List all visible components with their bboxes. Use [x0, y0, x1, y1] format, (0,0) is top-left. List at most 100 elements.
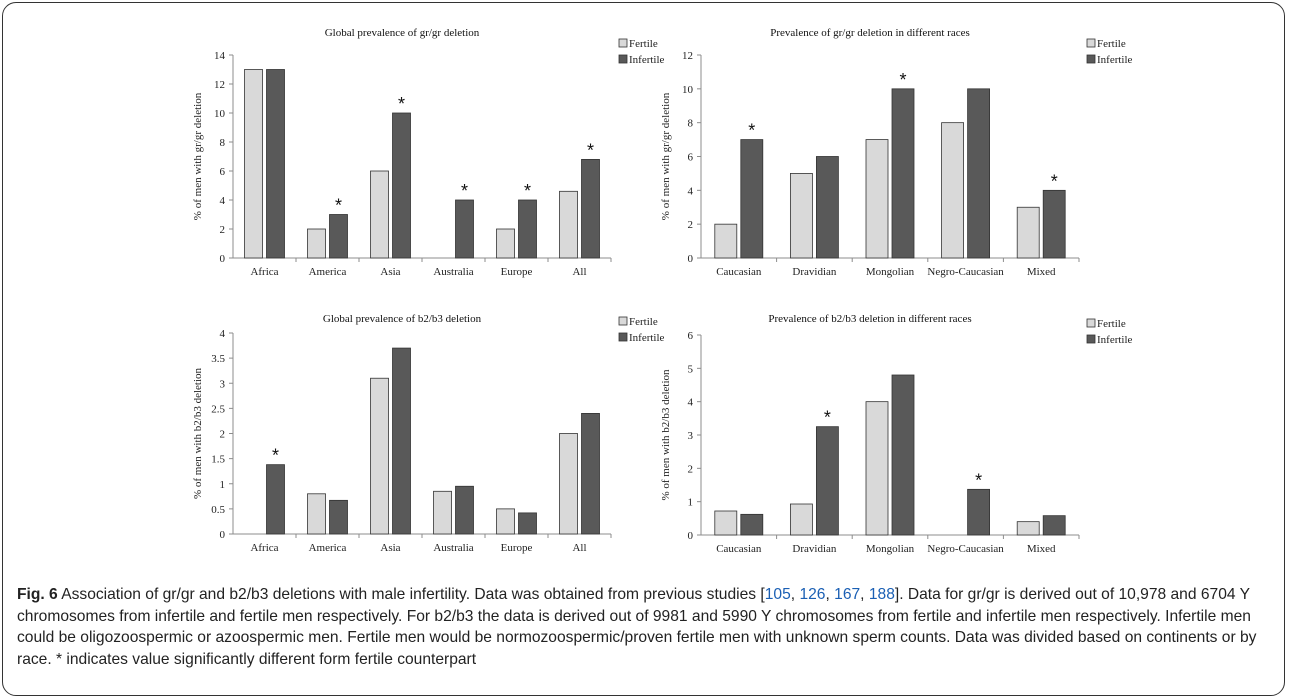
x-tick-label: Negro-Caucasian	[927, 266, 1004, 278]
figure-caption: Fig. 6 Association of gr/gr and b2/b3 de…	[17, 586, 1257, 668]
y-tick-label: 8	[688, 118, 694, 130]
bar-infertile	[967, 488, 991, 536]
y-tick-label: 14	[214, 50, 226, 62]
bar-fertile	[370, 170, 389, 259]
y-tick-label: 1	[220, 479, 226, 491]
significance-marker: *	[748, 121, 755, 141]
bar-fertile	[496, 508, 515, 535]
significance-marker: *	[524, 181, 531, 201]
caption-ref-link[interactable]: 126	[799, 586, 826, 603]
y-tick-label: 3.5	[211, 353, 225, 365]
legend-swatch	[1086, 318, 1096, 328]
legend-label: Infertile	[629, 332, 665, 344]
significance-marker: *	[335, 196, 342, 216]
x-tick-label: Mixed	[1027, 266, 1056, 278]
caption-text-end: ]. Data for gr/gr is derived out of 10,9…	[17, 586, 1257, 668]
chart-global-gr-gr: Global prevalence of gr/gr deletion 0 2 4 6 8…	[192, 27, 665, 278]
legend-label: Infertile	[629, 54, 665, 66]
y-tick-label: 0	[220, 253, 226, 265]
bar-fertile	[433, 490, 452, 535]
chart-title: Global prevalence of gr/gr deletion	[325, 27, 480, 39]
y-tick-label: 0	[220, 529, 226, 541]
bar-infertile	[581, 158, 600, 259]
significance-marker: *	[272, 446, 279, 466]
bar-fertile	[865, 401, 889, 536]
y-axis-label: % of men with b2/b3 deletion	[660, 369, 672, 501]
legend-label: Infertile	[1097, 334, 1133, 346]
bar-fertile	[307, 228, 326, 259]
legend-label: Fertile	[1097, 38, 1126, 50]
y-tick-label: 0.5	[211, 504, 225, 516]
bar-infertile	[392, 112, 411, 259]
bar-fertile	[714, 223, 738, 259]
y-tick-label: 12	[682, 50, 693, 62]
bar-infertile	[891, 88, 915, 259]
bar-infertile	[455, 485, 474, 535]
bar-infertile	[891, 374, 915, 536]
bar-fertile	[789, 503, 813, 536]
bar-infertile	[329, 499, 348, 535]
y-tick-label: 2	[688, 219, 694, 231]
significance-marker: *	[899, 70, 906, 90]
x-tick-label: Africa	[250, 266, 278, 278]
chart-races-b2-b3: Prevalence of b2/b3 deletion in differen…	[660, 313, 1133, 555]
bar-infertile	[392, 347, 411, 535]
legend-swatch	[1086, 38, 1096, 48]
x-tick-label: Europe	[501, 542, 533, 554]
y-axis-label: % of men with gr/gr deletion	[660, 92, 672, 220]
bar-infertile	[455, 199, 474, 259]
bar-infertile	[518, 512, 537, 535]
y-tick-label: 3	[688, 430, 694, 442]
bar-fertile	[941, 122, 965, 259]
y-tick-label: 1	[688, 497, 694, 509]
bar-infertile	[740, 513, 764, 536]
significance-marker: *	[461, 181, 468, 201]
bar-fertile	[865, 139, 889, 259]
y-tick-label: 10	[214, 108, 226, 120]
caption-ref-link[interactable]: 167	[834, 586, 861, 603]
caption-label: Fig. 6	[17, 586, 58, 603]
y-tick-label: 12	[214, 79, 225, 91]
legend-label: Fertile	[629, 38, 658, 50]
significance-marker: *	[398, 94, 405, 114]
y-tick-label: 8	[220, 137, 226, 149]
x-tick-label: Africa	[250, 542, 278, 554]
x-tick-label: Caucasian	[716, 543, 762, 555]
y-tick-label: 6	[688, 330, 694, 342]
legend-swatch	[618, 332, 628, 342]
y-tick-label: 2.5	[211, 403, 225, 415]
y-tick-label: 4	[688, 397, 694, 409]
x-tick-label: Dravidian	[792, 543, 836, 555]
y-tick-label: 4	[220, 195, 226, 207]
y-axis-label: % of men with gr/gr deletion	[192, 92, 204, 220]
chart-title: Prevalence of gr/gr deletion in differen…	[770, 27, 970, 39]
caption-ref-link[interactable]: 105	[764, 586, 791, 603]
y-tick-label: 5	[688, 363, 694, 375]
bar-fertile	[307, 493, 326, 535]
chart-global-b2-b3: Global prevalence of b2/b3 deletion 0 0.5 1…	[192, 313, 665, 554]
legend-swatch	[618, 54, 628, 64]
x-tick-label: Europe	[501, 266, 533, 278]
significance-marker: *	[587, 140, 594, 160]
y-tick-label: 3	[220, 378, 226, 390]
y-tick-label: 0	[688, 253, 694, 265]
bar-fertile	[496, 228, 515, 259]
bar-fertile	[559, 433, 578, 535]
y-tick-label: 4	[688, 185, 694, 197]
significance-marker: *	[975, 470, 982, 490]
legend-label: Infertile	[1097, 54, 1133, 66]
x-tick-label: Mongolian	[866, 266, 915, 278]
x-tick-label: All	[572, 266, 586, 278]
bar-fertile	[714, 510, 738, 536]
legend-swatch	[1086, 334, 1096, 344]
caption-ref-link[interactable]: 188	[868, 586, 895, 603]
significance-marker: *	[824, 408, 831, 428]
chart-title: Global prevalence of b2/b3 deletion	[323, 313, 482, 325]
x-tick-label: Dravidian	[792, 266, 836, 278]
bar-infertile	[266, 69, 285, 259]
x-tick-label: Mongolian	[866, 543, 915, 555]
bar-infertile	[518, 199, 537, 259]
bar-infertile	[967, 88, 991, 259]
bar-infertile	[815, 426, 839, 536]
